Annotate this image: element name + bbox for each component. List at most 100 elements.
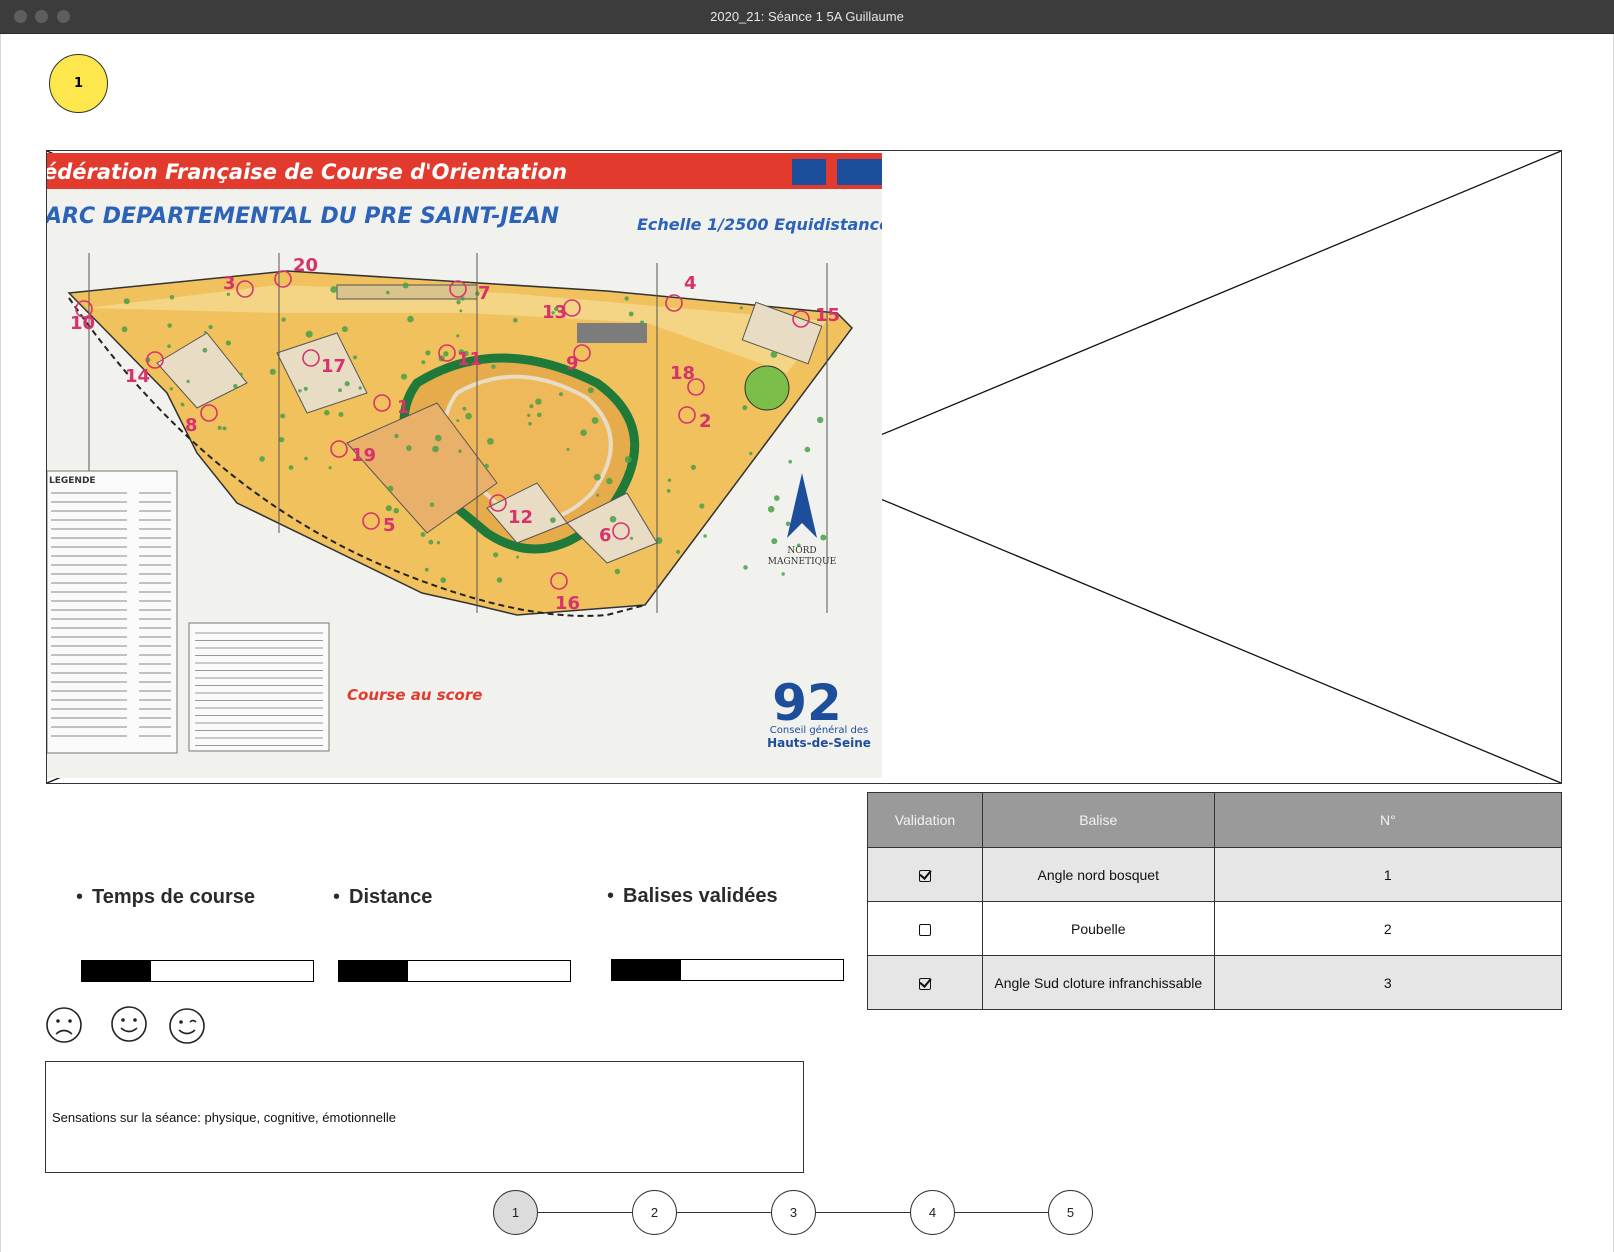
vegetation-dot [484, 463, 489, 469]
stepper-step-2[interactable]: 2 [632, 1190, 677, 1235]
session-stepper: 1 2 3 4 5 [493, 1190, 1093, 1236]
control-circle [362, 512, 380, 530]
vegetation-dot [338, 388, 342, 393]
vegetation-dot [400, 373, 408, 380]
park-boundary [68, 297, 646, 617]
distance-progress-fill [339, 961, 409, 981]
time-progress-fill [82, 961, 152, 981]
vegetation-dot [535, 398, 542, 405]
north-arrow-icon [787, 473, 817, 538]
vegetation-dot [203, 330, 207, 334]
map-banner-text: édération Française de Course d'Orientat… [47, 160, 567, 184]
maximize-window-button[interactable] [57, 10, 70, 23]
vegetation-dot [771, 538, 778, 545]
vegetation-dot [222, 426, 227, 431]
stepper-step-5[interactable]: 5 [1048, 1190, 1093, 1235]
vegetation-dot [458, 349, 465, 355]
control-circle [665, 294, 683, 312]
vegetation-dot [338, 412, 344, 417]
vegetation-dot [303, 386, 308, 391]
vegetation-dot [328, 466, 332, 470]
vegetation-dot [624, 456, 632, 463]
vegetation-dot [537, 412, 542, 418]
vegetation-dot [330, 286, 338, 293]
vegetation-dot [749, 451, 753, 456]
vegetation-dot [169, 387, 173, 391]
vegetation-dot [820, 534, 827, 541]
table-row: Poubelle 2 [867, 901, 1563, 956]
control-number: 14 [125, 366, 150, 387]
balise-cell: Angle Sud cloture infranchissable [981, 955, 1215, 1010]
vegetation-dot [550, 517, 556, 523]
column-header-number: N° [1213, 792, 1563, 848]
validation-checkbox[interactable] [918, 923, 931, 936]
control-number: 6 [599, 525, 612, 546]
vegetation-dot [169, 295, 175, 300]
control-circle [302, 349, 320, 367]
minimize-window-button[interactable] [35, 10, 48, 23]
vegetation-dot [239, 372, 243, 376]
close-window-button[interactable] [14, 10, 27, 23]
orienteering-map: édération Française de Course d'Orientat… [47, 153, 882, 778]
vegetation-dot [487, 438, 494, 445]
vegetation-dot [432, 445, 439, 453]
department-number: 92 [772, 674, 842, 732]
control-circle [438, 344, 456, 362]
stepper-step-3[interactable]: 3 [771, 1190, 816, 1235]
vegetation-dot [591, 417, 599, 424]
vegetation-dot [797, 543, 801, 548]
control-number: 17 [321, 356, 346, 377]
control-circle [449, 280, 467, 298]
vegetation-dot [456, 300, 461, 305]
vegetation-dot [609, 515, 617, 523]
vegetation-dot [435, 434, 442, 442]
sad-face-icon[interactable] [45, 1006, 83, 1044]
validation-checkbox[interactable] [918, 869, 931, 882]
control-circle [373, 394, 391, 412]
control-circle [678, 406, 696, 424]
vegetation-dot [566, 447, 570, 451]
vegetation-dot [781, 572, 785, 576]
validation-checkbox[interactable] [918, 977, 931, 990]
vegetation-dot [513, 317, 518, 323]
vegetation-dot [167, 344, 171, 348]
control-circle [573, 344, 591, 362]
window-titlebar: 2020_21: Séance 1 5A Guillaume [0, 0, 1614, 34]
orienteering-map-photo: édération Française de Course d'Orientat… [47, 153, 882, 778]
vegetation-dot [529, 404, 534, 409]
stepper-step-4[interactable]: 4 [910, 1190, 955, 1235]
smiling-face-icon[interactable] [110, 1005, 148, 1043]
time-progress-bar [81, 960, 314, 982]
control-number: 19 [351, 445, 376, 466]
vegetation-dot [167, 323, 172, 328]
control-number: 7 [478, 283, 491, 304]
vegetation-dot [767, 505, 775, 513]
control-number: 20 [293, 255, 318, 276]
map-placeholder-frame: édération Française de Course d'Orientat… [46, 150, 1562, 784]
balises-table: Validation Balise N° Angle nord bosquet … [867, 792, 1563, 1010]
session-notes-field[interactable]: Sensations sur la séance: physique, cogn… [45, 1061, 804, 1173]
vegetation-dot [428, 539, 434, 545]
vegetation-dot [493, 552, 499, 558]
vegetation-dot [280, 413, 286, 419]
control-number: 9 [566, 353, 579, 374]
vegetation-dot [459, 309, 463, 313]
vegetation-dot [385, 505, 392, 512]
winking-face-icon[interactable] [168, 1007, 206, 1045]
control-number: 15 [815, 305, 840, 326]
vegetation-dot [666, 489, 671, 493]
control-circle [330, 440, 348, 458]
north-label-2: MAGNETIQUE [768, 557, 836, 567]
vegetation-dot [624, 296, 629, 301]
vegetation-dot [551, 311, 555, 315]
vegetation-dot [281, 317, 286, 322]
validation-cell [867, 901, 983, 956]
vegetation-dot [460, 296, 465, 301]
vegetation-dot [208, 324, 213, 330]
session-stats: Temps de course Distance Balises validée… [76, 885, 856, 916]
number-cell: 2 [1213, 901, 1563, 956]
map-info-box [188, 622, 330, 752]
stepper-step-1[interactable]: 1 [493, 1190, 538, 1235]
control-circle [236, 280, 254, 298]
vegetation-dot [690, 464, 697, 470]
